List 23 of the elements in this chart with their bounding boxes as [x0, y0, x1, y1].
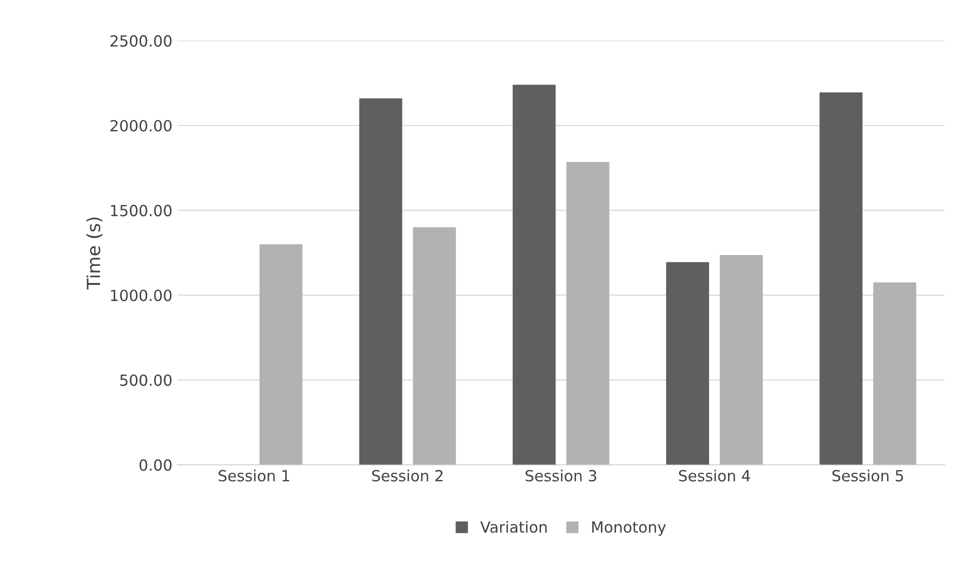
bar	[666, 262, 710, 465]
y-tick-label: 2000.00	[110, 120, 172, 132]
x-tick-label: Session 4	[679, 470, 750, 482]
legend-label: Variation	[480, 520, 547, 533]
y-tick-label: 500.00	[120, 374, 172, 386]
x-tick-label: Session 1	[218, 470, 290, 482]
bar	[720, 254, 763, 465]
bar	[566, 162, 610, 465]
bar	[260, 244, 302, 465]
x-tick-label: Session 3	[526, 470, 596, 482]
y-tick-label: 1500.00	[111, 204, 172, 216]
y-tick-label: 2500.00	[110, 35, 172, 47]
legend-label: Monotony	[592, 521, 666, 536]
y-axis-title: Time (s)	[86, 218, 102, 290]
bar	[512, 84, 556, 465]
bar	[873, 282, 916, 465]
x-tick-label: Session 5	[832, 470, 903, 482]
bar	[359, 98, 402, 465]
bar	[412, 227, 456, 465]
y-tick-label: 0.00	[140, 459, 172, 471]
x-tick-label: Session 2	[372, 470, 442, 482]
y-tick-label: 1000.00	[111, 290, 172, 302]
bar	[820, 92, 863, 465]
